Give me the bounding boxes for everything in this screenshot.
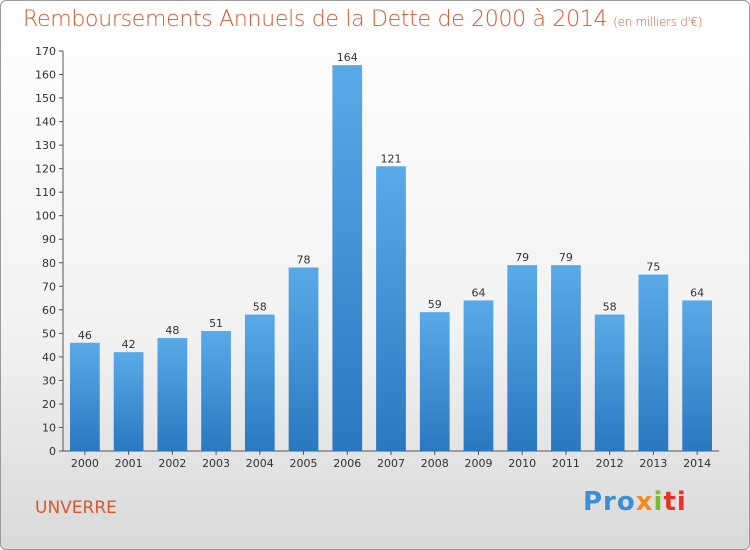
- x-tick-label: 2008: [421, 457, 449, 470]
- data-label-2009: 64: [471, 286, 485, 299]
- town-name: UNVERRE: [35, 498, 117, 518]
- data-label-2011: 79: [559, 251, 573, 264]
- y-tick-label: 80: [42, 257, 56, 270]
- proxiti-logo[interactable]: Proxiti: [583, 487, 687, 517]
- data-label-2013: 75: [646, 261, 660, 274]
- bar-2007: [376, 166, 406, 451]
- chart-bars: [69, 65, 713, 451]
- bar-2011: [551, 265, 581, 451]
- logo-part-2: x: [635, 487, 654, 517]
- data-label-2003: 51: [209, 317, 223, 330]
- x-tick-label: 2013: [639, 457, 667, 470]
- x-tick-label: 2004: [246, 457, 274, 470]
- x-tick-label: 2005: [290, 457, 318, 470]
- y-tick-label: 60: [42, 304, 56, 317]
- y-tick-label: 150: [35, 92, 56, 105]
- chart-axes: 0 10 20 30 40 50 60 70 80 90 100 110 120 130 140 150 160…: [35, 45, 719, 470]
- data-label-2002: 48: [165, 324, 179, 337]
- logo-part-3: i: [653, 487, 664, 517]
- data-label-2001: 42: [122, 338, 136, 351]
- chart-title-text: Remboursements Annuels de la Dette de 20…: [23, 7, 608, 32]
- bar-chart: 0 10 20 30 40 50 60 70 80 90 100 110 120 130 140 150 160…: [35, 45, 719, 470]
- x-tick-label: 2002: [158, 457, 186, 470]
- chart-data-labels: 46 42 48 51 58 78 164 121 59 64 79 79 58 75 64: [78, 51, 704, 351]
- logo-part-4: ti: [663, 487, 687, 517]
- bar-2009: [463, 300, 494, 451]
- data-label-2007: 121: [381, 152, 402, 165]
- y-tick-label: 160: [35, 69, 56, 82]
- data-label-2006: 164: [337, 51, 358, 64]
- bar-2001: [113, 352, 144, 451]
- data-label-2000: 46: [78, 329, 92, 342]
- data-label-2004: 58: [253, 301, 267, 314]
- x-tick-label: 2001: [115, 457, 143, 470]
- bar-2004: [244, 314, 275, 451]
- y-tick-label: 100: [35, 210, 56, 223]
- x-tick-label: 2009: [464, 457, 492, 470]
- bar-2006: [332, 65, 363, 451]
- chart-title: Remboursements Annuels de la Dette de 20…: [23, 7, 703, 32]
- x-tick-label: 2010: [508, 457, 536, 470]
- y-tick-label: 50: [42, 327, 56, 340]
- y-tick-label: 130: [35, 139, 56, 152]
- data-label-2008: 59: [428, 298, 442, 311]
- bar-2014: [682, 300, 713, 451]
- x-tick-label: 2000: [71, 457, 99, 470]
- x-tick-label: 2012: [596, 457, 624, 470]
- y-tick-label: 170: [35, 45, 56, 58]
- y-tick-label: 140: [35, 116, 56, 129]
- y-tick-label: 20: [42, 398, 56, 411]
- bar-2008: [419, 312, 450, 451]
- y-tick-label: 10: [42, 421, 56, 434]
- x-tick-label: 2011: [552, 457, 580, 470]
- y-tick-label: 120: [35, 163, 56, 176]
- bar-2013: [638, 274, 669, 451]
- bar-2003: [201, 331, 231, 451]
- y-tick-label: 40: [42, 351, 56, 364]
- bar-2012: [594, 314, 625, 451]
- x-tick-label: 2003: [202, 457, 230, 470]
- chart-subtitle: (en milliers d'€): [613, 15, 703, 29]
- bar-2002: [157, 338, 188, 451]
- y-tick-label: 0: [49, 445, 56, 458]
- y-tick-label: 110: [35, 186, 56, 199]
- data-label-2012: 58: [603, 301, 617, 314]
- y-tick-label: 90: [42, 233, 56, 246]
- x-tick-label: 2006: [333, 457, 361, 470]
- bar-2005: [288, 267, 319, 451]
- x-tick-label: 2014: [683, 457, 711, 470]
- data-label-2014: 64: [690, 286, 704, 299]
- x-tick-label: 2007: [377, 457, 405, 470]
- bar-2010: [507, 265, 538, 451]
- bar-2000: [69, 342, 100, 451]
- data-label-2005: 78: [297, 253, 311, 266]
- y-tick-label: 30: [42, 374, 56, 387]
- y-tick-label: 70: [42, 280, 56, 293]
- logo-part-1: Pro: [583, 487, 636, 517]
- data-label-2010: 79: [515, 251, 529, 264]
